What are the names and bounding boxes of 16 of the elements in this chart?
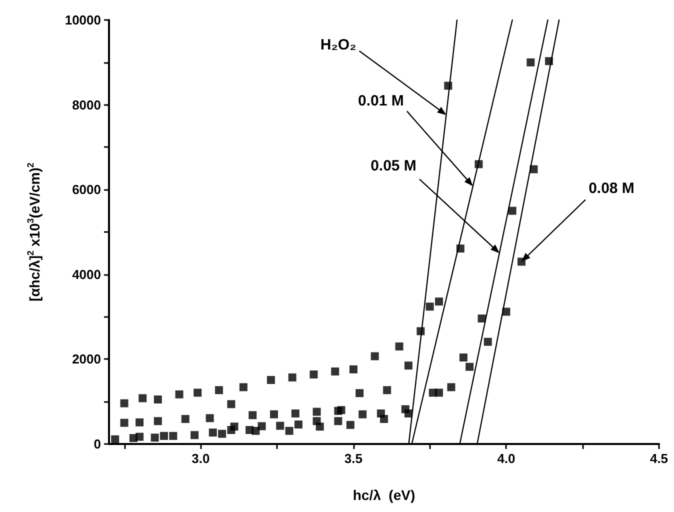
y-tick-label: 2000 xyxy=(72,352,101,367)
y-tick-label: 6000 xyxy=(72,182,101,198)
x-tick-label: 3.5 xyxy=(344,451,362,466)
y-tick-label: 4000 xyxy=(72,266,101,282)
y-tick-label: 10000 xyxy=(64,12,101,28)
annotation: 0.08 M xyxy=(588,180,634,198)
y-tick-label: 0 xyxy=(94,436,101,452)
x-axis-title: hc/λ (eV) xyxy=(352,487,416,503)
y-tick-label: 8000 xyxy=(72,97,101,112)
annotation: 0.05 M xyxy=(370,158,416,175)
x-tick-label: 4.5 xyxy=(650,451,668,466)
y-axis-title: [αhc/λ]2 x103(eV/cm)2 xyxy=(26,162,42,302)
annotation: 0.01 M xyxy=(358,92,404,110)
annotation: H₂O₂ xyxy=(320,36,356,54)
x-tick-label: 4.0 xyxy=(497,451,516,466)
x-tick-label: 3.0 xyxy=(192,451,210,466)
